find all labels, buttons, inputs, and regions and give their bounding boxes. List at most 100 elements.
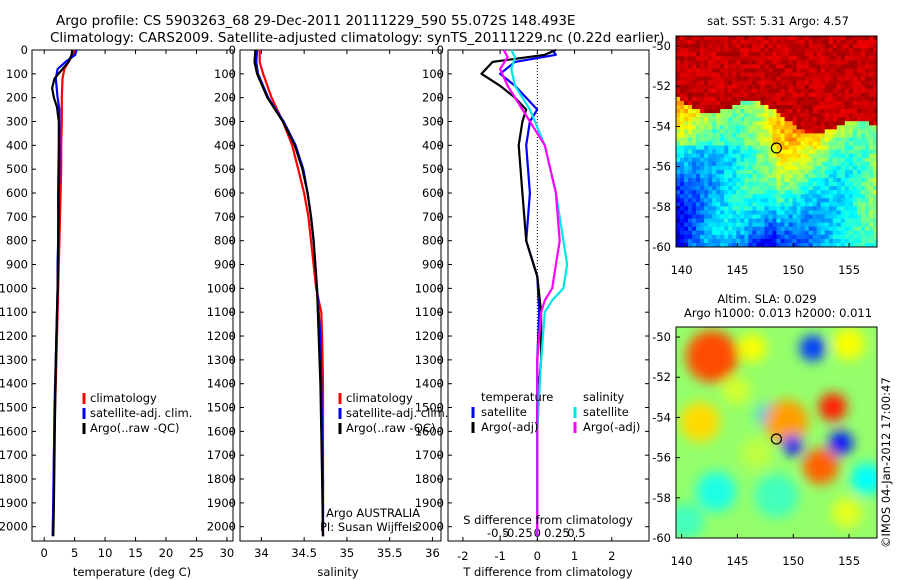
- sst-cell: [768, 169, 774, 175]
- sst-cell: [704, 173, 709, 179]
- sst-cell: [700, 92, 705, 98]
- sst-cell: [868, 48, 874, 53]
- sst-cell: [800, 149, 806, 155]
- sst-cell: [700, 202, 705, 208]
- sst-cell: [844, 153, 850, 159]
- sst-cell: [720, 113, 725, 118]
- sst-cell: [868, 178, 874, 183]
- sst-cell: [872, 169, 877, 175]
- sst-cell: [712, 48, 717, 53]
- sst-cell: [724, 230, 729, 236]
- sst-cell: [872, 234, 877, 240]
- sst-cell: [752, 88, 757, 94]
- sst-cell: [684, 52, 689, 57]
- sst-cell: [752, 137, 757, 143]
- sst-cell: [856, 76, 862, 82]
- sst-cell: [852, 133, 858, 139]
- sst-cell: [748, 92, 753, 98]
- sst-cell: [784, 145, 790, 151]
- sst-cell: [852, 88, 858, 94]
- sst-cell: [744, 52, 749, 57]
- sst-cell: [756, 44, 762, 49]
- sst-cell: [824, 80, 830, 86]
- sst-cell: [824, 198, 830, 203]
- sst-cell: [860, 214, 866, 220]
- sst-cell: [696, 149, 701, 155]
- y-tick-label: 1400: [0, 377, 28, 391]
- sst-cell: [824, 234, 830, 240]
- sst-cell: [808, 194, 814, 199]
- sst-cell: [816, 226, 822, 232]
- sst-cell: [792, 218, 798, 224]
- sst-cell: [852, 153, 858, 159]
- sst-cell: [704, 165, 709, 171]
- sst-cell: [796, 121, 802, 126]
- sst-cell: [704, 84, 709, 90]
- sst-cell: [856, 206, 862, 212]
- sst-cell: [824, 190, 830, 195]
- sst-cell: [724, 52, 729, 57]
- sst-cell: [820, 72, 826, 78]
- sst-cell: [748, 141, 753, 147]
- sst-cell: [728, 169, 733, 175]
- sst-cell: [728, 182, 733, 187]
- sst-cell: [756, 109, 762, 114]
- sst-cell: [820, 68, 826, 74]
- sst-cell: [744, 178, 749, 183]
- sst-cell: [760, 157, 766, 163]
- sst-cell: [708, 210, 713, 216]
- sst-cell: [832, 210, 838, 216]
- sst-cell: [832, 44, 838, 49]
- sst-cell: [840, 214, 846, 220]
- sst-cell: [804, 129, 810, 134]
- sst-cell: [708, 186, 713, 191]
- sst-cell: [676, 137, 681, 143]
- sst-cell: [736, 194, 741, 199]
- sst-cell: [864, 104, 870, 110]
- sst-cell: [752, 202, 757, 208]
- sst-cell: [692, 165, 697, 171]
- sst-cell: [696, 129, 701, 134]
- sst-cell: [772, 60, 778, 66]
- sst-cell: [764, 218, 770, 224]
- sst-cell: [812, 206, 818, 212]
- sst-cell: [820, 121, 826, 126]
- sst-cell: [852, 242, 858, 247]
- sst-cell: [800, 100, 806, 106]
- sst-cell: [804, 194, 810, 199]
- sst-cell: [788, 234, 794, 240]
- sst-cell: [864, 40, 870, 45]
- sst-cell: [836, 64, 842, 70]
- sst-cell: [796, 64, 802, 70]
- sst-cell: [804, 222, 810, 228]
- sst-cell: [680, 161, 685, 167]
- sst-cell: [708, 153, 713, 159]
- sst-cell: [852, 222, 858, 228]
- sst-cell: [700, 100, 705, 106]
- sst-cell: [872, 56, 877, 61]
- sst-cell: [816, 145, 822, 151]
- sst-cell: [676, 68, 681, 74]
- sst-cell: [848, 190, 854, 195]
- sst-cell: [680, 72, 685, 78]
- sst-cell: [832, 52, 838, 57]
- sst-cell: [716, 178, 721, 183]
- sst-cell: [772, 190, 778, 195]
- sst-cell: [740, 186, 745, 191]
- sst-cell: [732, 218, 737, 224]
- sst-cell: [748, 72, 753, 78]
- sst-cell: [808, 202, 814, 208]
- sst-cell: [784, 230, 790, 236]
- sst-cell: [804, 234, 810, 240]
- sst-cell: [752, 186, 757, 191]
- sst-cell: [740, 210, 745, 216]
- sst-cell: [864, 198, 870, 203]
- sst-cell: [696, 157, 701, 163]
- sst-cell: [844, 145, 850, 151]
- sst-cell: [840, 113, 846, 118]
- sst-cell: [700, 238, 705, 244]
- sst-cell: [708, 68, 713, 74]
- sst-cell: [744, 218, 749, 224]
- sst-cell: [788, 52, 794, 57]
- sst-cell: [860, 96, 866, 102]
